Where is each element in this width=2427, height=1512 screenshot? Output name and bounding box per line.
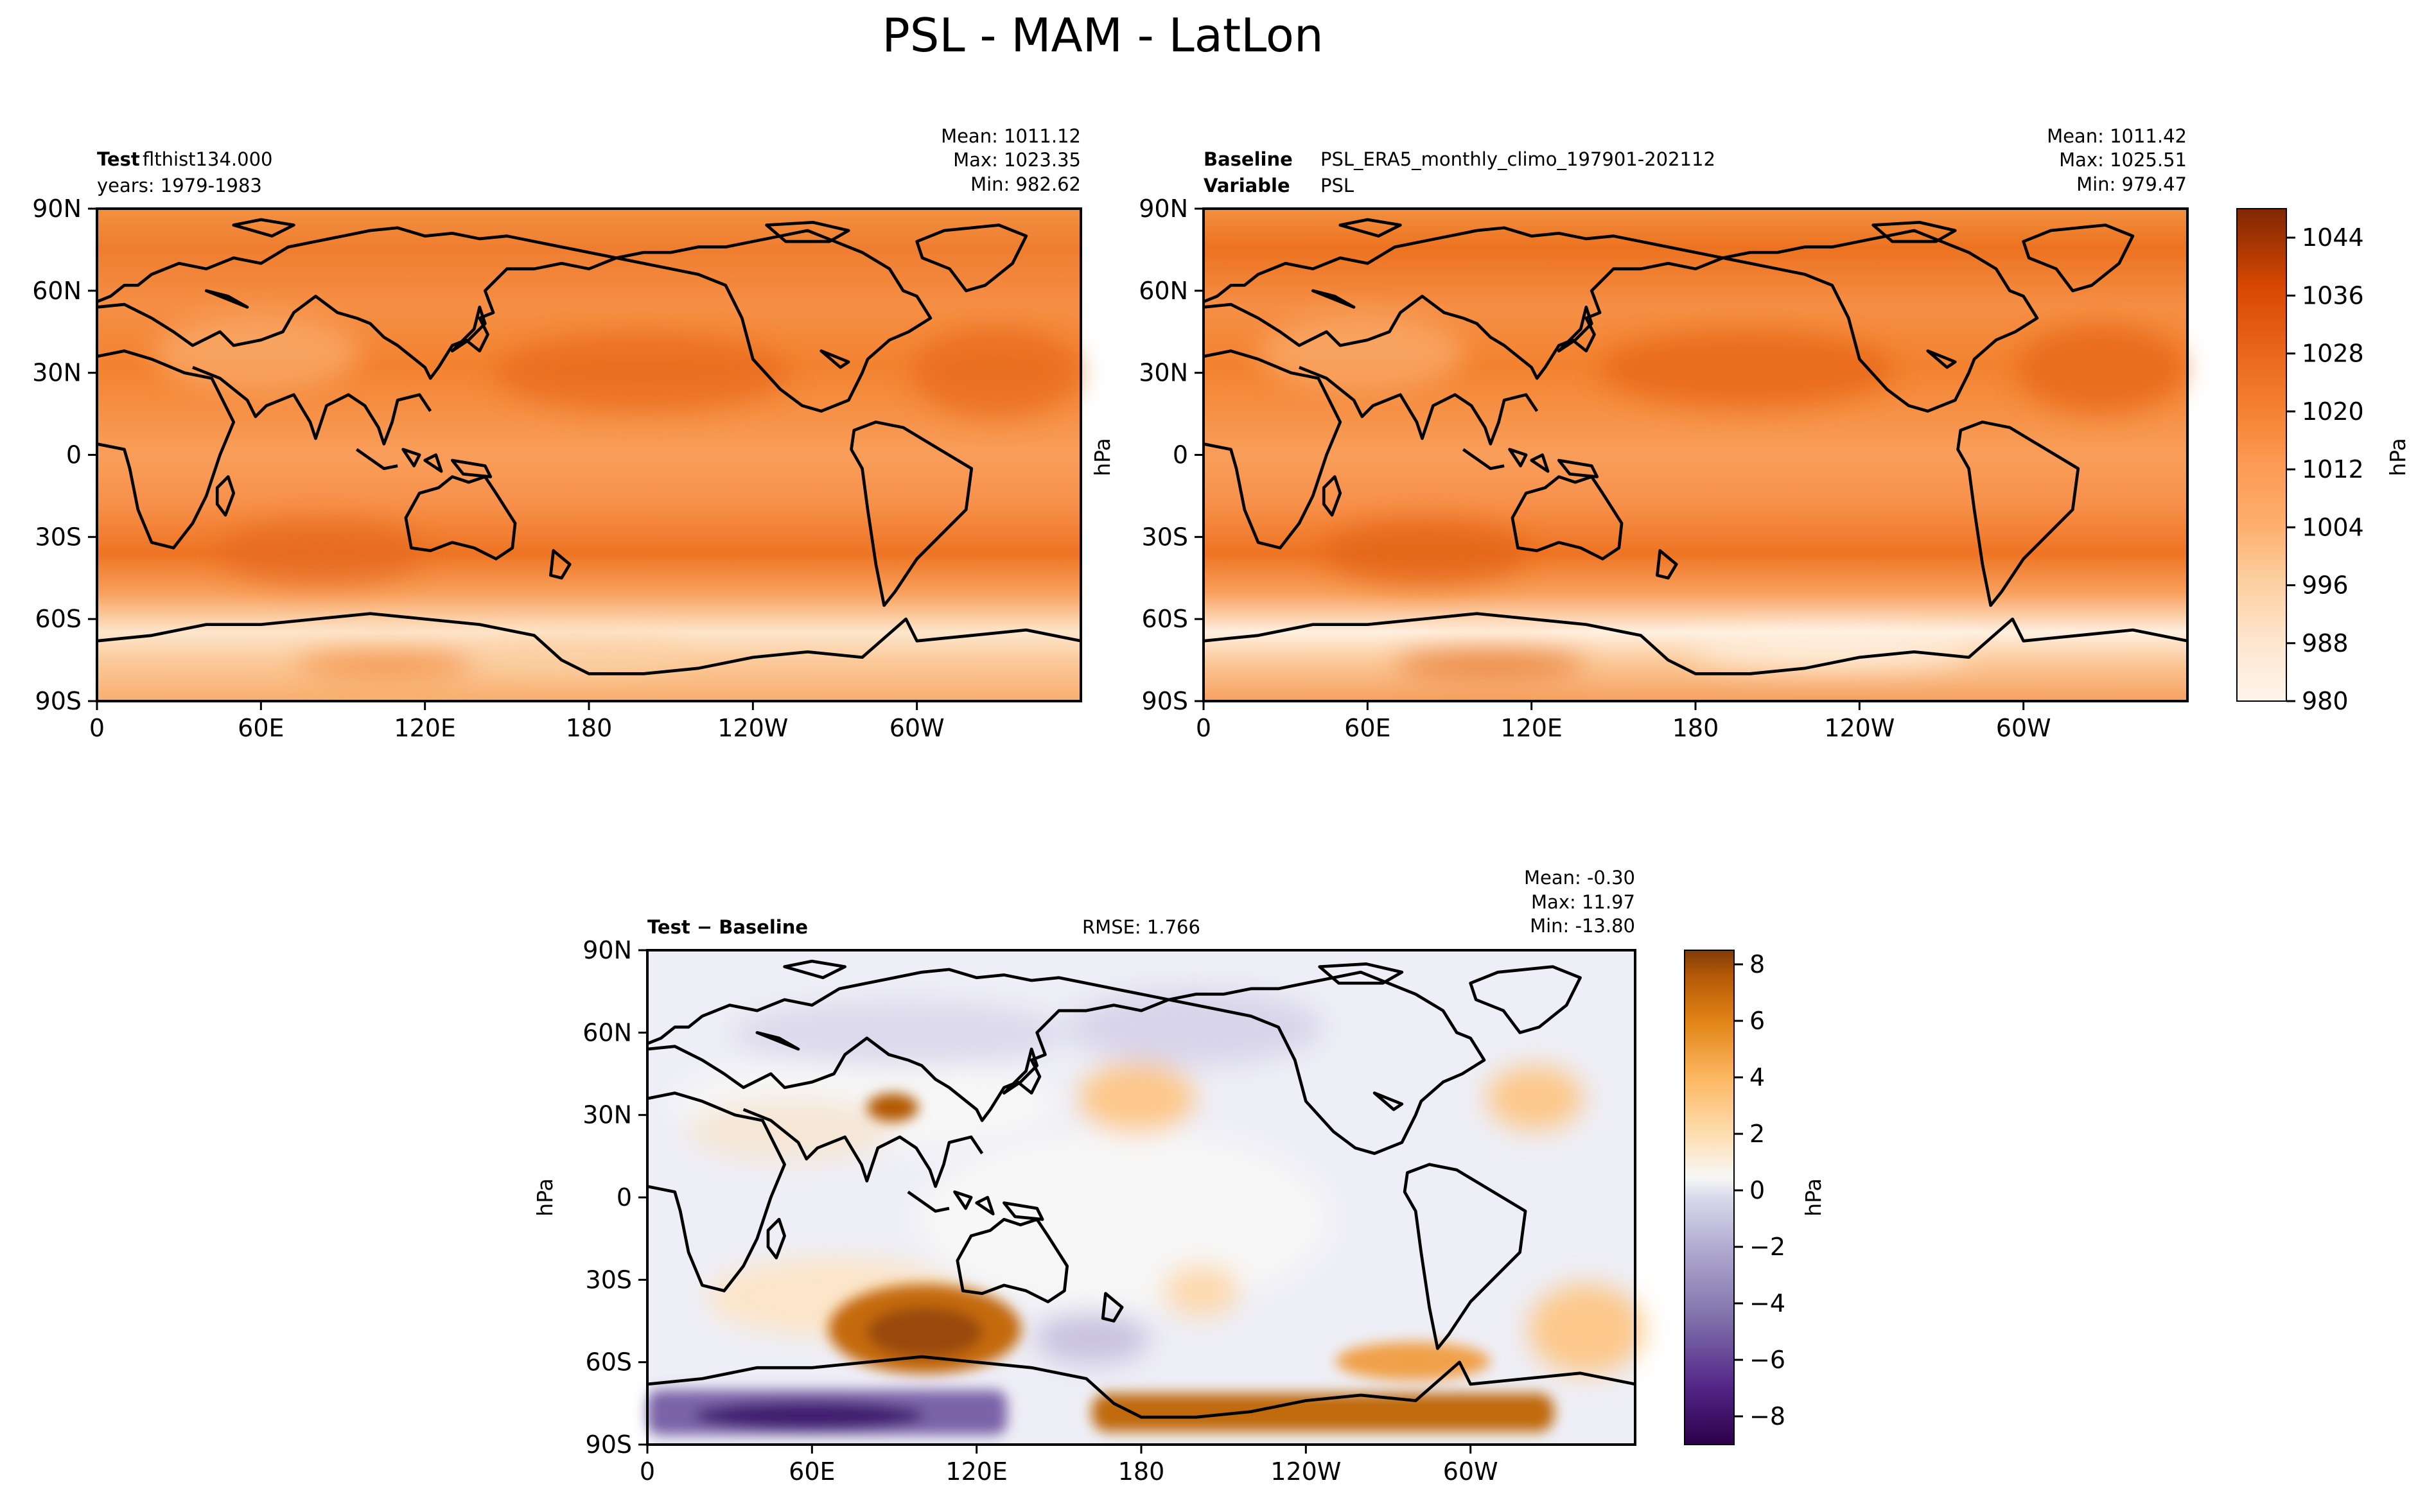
colorbar-tick-label: −4 [1749, 1289, 1785, 1317]
x-tick-label: 0 [640, 1457, 655, 1486]
colorbar-tick-label: 0 [1749, 1176, 1765, 1204]
baseline-subheader-text: PSL [1320, 175, 1354, 196]
baseline-subheader-bold: Variable [1204, 175, 1290, 196]
colorbar-tick-label: 996 [2302, 571, 2349, 600]
test-stat-min: Min: 982.62 [970, 173, 1081, 195]
y-tick-label: 30N [32, 359, 82, 387]
baseline-header-text: PSL_ERA5_monthly_climo_197901-202112 [1320, 148, 1715, 170]
baseline-left-unit: hPa [1090, 438, 1115, 476]
x-tick-label: 120E [394, 714, 456, 742]
colorbar-psl-ticks: 980 988 996 1004 1012 1020 1028 1036 1044 [2286, 223, 2364, 715]
diff-left-unit: hPa [532, 1178, 557, 1217]
figure-title: PSL - MAM - LatLon [882, 8, 1323, 62]
test-axes: 0 60E 120E 180 120W 60W 90N 60N 30N 0 30S 60S 90S [32, 195, 944, 742]
panel-difference: Test − Baseline RMSE: 1.766 Mean: -0.30 … [532, 867, 1644, 1486]
diff-stat-mean: Mean: -0.30 [1524, 867, 1635, 889]
test-header-bold: Test [97, 148, 140, 170]
colorbar-diff-ticks: −8 −6 −4 −2 0 2 4 6 8 [1734, 950, 1785, 1430]
y-tick-label: 60N [1139, 277, 1188, 305]
baseline-stat-max: Max: 1025.51 [2059, 149, 2187, 171]
x-tick-label: 0 [89, 714, 105, 742]
y-tick-label: 90S [35, 687, 82, 715]
y-tick-label: 30N [1139, 359, 1188, 387]
diff-rmse: RMSE: 1.766 [1082, 916, 1200, 938]
test-map [96, 207, 1082, 702]
colorbar-tick-label: 6 [1749, 1007, 1765, 1035]
colorbar-tick-label: 2 [1749, 1120, 1765, 1148]
x-tick-label: 60W [1996, 714, 2051, 742]
y-tick-label: 30S [35, 523, 82, 551]
test-stat-mean: Mean: 1011.12 [941, 125, 1081, 147]
test-header-text: flthist134.000 [143, 148, 272, 170]
panel-baseline: Baseline PSL_ERA5_monthly_climo_197901-2… [1090, 125, 2189, 742]
y-tick-label: 30N [583, 1101, 632, 1129]
y-tick-label: 30S [586, 1265, 632, 1294]
test-subheader: years: 1979-1983 [97, 175, 262, 196]
colorbar-tick-label: 4 [1749, 1063, 1765, 1091]
colorbar-tick-label: 1020 [2302, 397, 2364, 426]
baseline-map [1202, 207, 2189, 702]
diff-stat-min: Min: -13.80 [1530, 915, 1635, 937]
y-tick-label: 60S [1142, 605, 1188, 633]
baseline-stat-mean: Mean: 1011.42 [2047, 125, 2187, 147]
colorbar-psl-label: hPa [2385, 438, 2410, 476]
x-tick-label: 120E [1500, 714, 1563, 742]
x-tick-label: 60W [1443, 1457, 1498, 1486]
baseline-axes: 0 60E 120E 180 120W 60W 90N 60N 30N 0 30S 60S 90S [1139, 195, 2051, 742]
baseline-header-bold: Baseline [1204, 148, 1293, 170]
diff-header-bold: Test − Baseline [647, 916, 808, 938]
x-tick-label: 120W [1824, 714, 1895, 742]
colorbar-tick-label: 980 [2302, 687, 2349, 715]
colorbar-tick-label: 1044 [2302, 223, 2364, 252]
x-tick-label: 60E [238, 714, 284, 742]
y-tick-label: 90S [1142, 687, 1188, 715]
y-tick-label: 0 [617, 1183, 632, 1212]
diff-axes: 0 60E 120E 180 120W 60W 90N 60N 30N 0 30S 60S 90S [583, 936, 1498, 1486]
x-tick-label: 120E [945, 1457, 1008, 1486]
colorbar-tick-label: 1012 [2302, 455, 2364, 483]
colorbar-tick-label: 8 [1749, 950, 1765, 978]
y-tick-label: 90N [32, 195, 82, 223]
x-tick-label: 60W [889, 714, 945, 742]
x-tick-label: 60E [789, 1457, 835, 1486]
colorbar-tick-label: 988 [2302, 629, 2349, 657]
diff-map [646, 949, 1644, 1446]
test-stat-max: Max: 1023.35 [953, 149, 1081, 171]
x-tick-label: 120W [717, 714, 788, 742]
x-tick-label: 180 [1672, 714, 1719, 742]
y-tick-label: 30S [1142, 523, 1188, 551]
y-tick-label: 0 [1173, 441, 1188, 469]
panel-test: Test flthist134.000 years: 1979-1983 Mea… [32, 125, 1082, 742]
diff-stat-max: Max: 11.97 [1531, 891, 1635, 913]
y-tick-label: 90N [1139, 195, 1188, 223]
colorbar-tick-label: −8 [1749, 1402, 1785, 1430]
colorbar-tick-label: −6 [1749, 1346, 1785, 1374]
colorbar-tick-label: 1036 [2302, 281, 2364, 309]
baseline-stat-min: Min: 979.47 [2076, 173, 2187, 195]
x-tick-label: 180 [1118, 1457, 1165, 1486]
y-tick-label: 90S [586, 1430, 632, 1459]
y-tick-label: 60N [32, 277, 82, 305]
x-tick-label: 60E [1344, 714, 1390, 742]
x-tick-label: 0 [1196, 714, 1211, 742]
y-tick-label: 0 [66, 441, 82, 469]
y-tick-label: 90N [583, 936, 632, 964]
x-tick-label: 120W [1270, 1457, 1341, 1486]
colorbar-diff: −8 −6 −4 −2 0 2 4 6 8 hPa [1684, 950, 1826, 1445]
colorbar-psl: 980 988 996 1004 1012 1020 1028 1036 1044 hPa [2236, 208, 2410, 715]
colorbar-tick-label: 1028 [2302, 340, 2364, 368]
colorbar-tick-label: −2 [1749, 1233, 1785, 1261]
colorbar-diff-label: hPa [1801, 1178, 1826, 1217]
y-tick-label: 60N [583, 1018, 632, 1047]
colorbar-tick-label: 1004 [2302, 513, 2364, 541]
y-tick-label: 60S [35, 605, 82, 633]
x-tick-label: 180 [566, 714, 613, 742]
y-tick-label: 60S [586, 1348, 632, 1377]
